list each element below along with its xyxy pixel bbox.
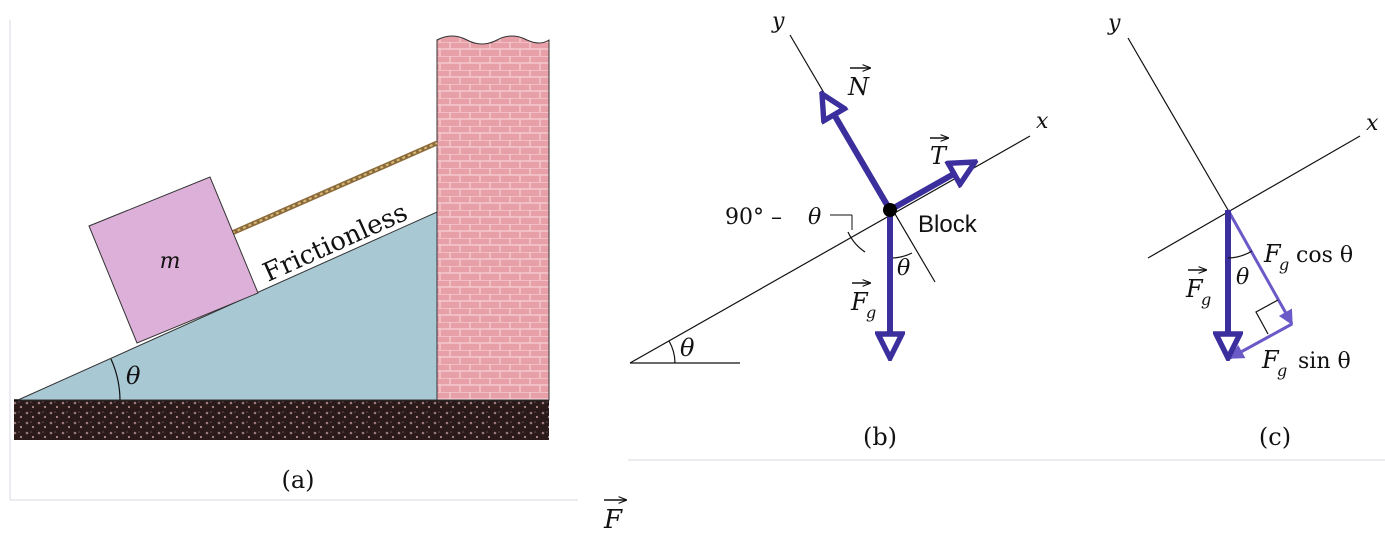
svg-text:N: N [847, 73, 870, 101]
block-label: Block [918, 211, 978, 238]
complement-angle-theta: θ [808, 205, 821, 230]
tension-vector [888, 162, 975, 213]
gravity-label-c: F g [1185, 270, 1211, 309]
panel-a: m Frictionless θ (a) [9, 20, 578, 501]
complement-angle-arc [847, 231, 866, 253]
svg-text:g: g [866, 303, 876, 322]
incline-angle-arc [110, 358, 121, 401]
panel-b: θ y x 90° – θ θ N T F g Bl [628, 9, 1385, 461]
brick-wall [436, 35, 550, 401]
y-axis-c [1127, 37, 1229, 211]
panel-c: y x θ F g F g cos θ F g sin θ (c) [1107, 11, 1379, 451]
panel-c-caption: (c) [1259, 423, 1291, 451]
right-angle-marker [1255, 299, 1279, 335]
svg-text:F: F [1185, 275, 1204, 303]
normal-force-vector [822, 94, 893, 212]
svg-text:sin θ: sin θ [1298, 349, 1351, 374]
svg-text:F: F [603, 505, 623, 535]
normal-force-label: N [847, 68, 870, 101]
svg-text:g: g [1277, 361, 1287, 380]
panel-b-caption: (b) [863, 423, 897, 451]
ground [14, 400, 549, 440]
tension-label: T [930, 138, 948, 170]
svg-text:g: g [1279, 255, 1289, 274]
svg-text:cos θ: cos θ [1296, 243, 1353, 268]
panel-a-caption: (a) [281, 466, 314, 494]
svg-text:T: T [930, 142, 948, 170]
svg-text:F: F [1263, 240, 1282, 268]
incline-angle-label: θ [126, 362, 141, 390]
stray-force-label: F [603, 500, 626, 535]
block-mass-label: m [160, 249, 181, 274]
complement-angle-label: 90° – [725, 205, 782, 230]
block-point [883, 203, 897, 217]
incline-angle-arc-b [668, 340, 676, 364]
x-axis-label-c: x [1366, 111, 1379, 136]
cos-component-vector [1226, 209, 1294, 326]
x-axis-c [1147, 135, 1361, 259]
gravity-angle-label-c: θ [1236, 265, 1249, 290]
gravity-angle-arc-c [1227, 250, 1253, 259]
svg-text:F: F [1261, 346, 1280, 374]
sin-component-vector [1228, 322, 1293, 360]
x-axis-label-b: x [1036, 109, 1049, 134]
block [88, 176, 259, 344]
sin-component-label: F g sin θ [1261, 346, 1351, 380]
gravity-label-b: F g [850, 283, 876, 322]
incline-line [629, 135, 1031, 364]
svg-text:g: g [1201, 290, 1211, 309]
gravity-angle-label-b: θ [897, 256, 910, 281]
incline-angle-label-b: θ [680, 334, 695, 362]
svg-text:F: F [850, 288, 869, 316]
cos-component-label: F g cos θ [1263, 240, 1353, 274]
y-axis-label-c: y [1107, 11, 1121, 36]
y-axis-label-b: y [771, 9, 785, 34]
